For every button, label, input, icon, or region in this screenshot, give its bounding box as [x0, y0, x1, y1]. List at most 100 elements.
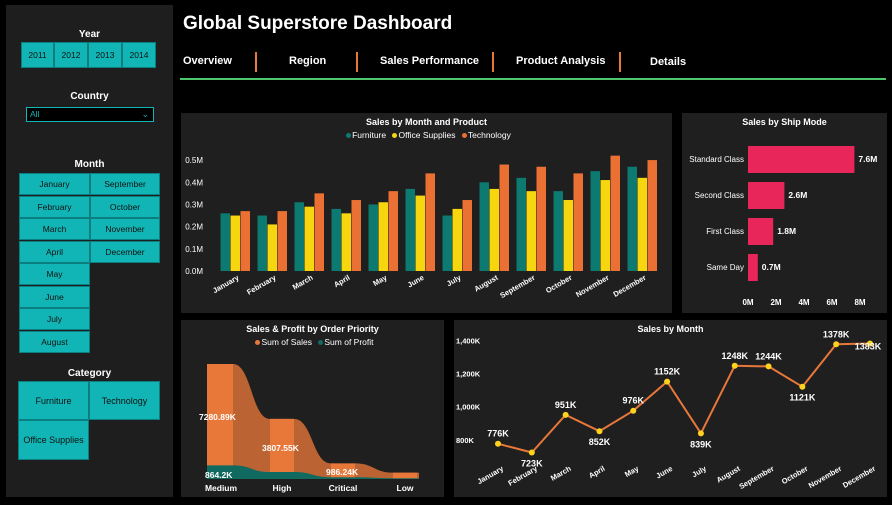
month-button-april[interactable]: April [19, 240, 90, 263]
data-label: 3807.55K [262, 443, 300, 453]
tab-overview[interactable]: Overview [183, 55, 232, 67]
x-tick-label: 6M [826, 298, 837, 307]
bar-technology-august[interactable] [499, 164, 510, 271]
month-button-january[interactable]: January [19, 173, 90, 195]
y-tick-label: 0.4M [185, 178, 203, 187]
year-button-2012[interactable]: 2012 [54, 42, 88, 68]
country-dropdown[interactable]: All ⌄ [26, 107, 154, 122]
bar-technology-july[interactable] [462, 200, 473, 271]
bar-furniture-january[interactable] [220, 213, 231, 271]
tab-product-analysis[interactable]: Product Analysis [516, 55, 606, 67]
sales-by-month-product-panel: Sales by Month and Product Furniture Off… [181, 113, 672, 313]
month-button-july[interactable]: July [19, 308, 90, 330]
profit-ribbon-area[interactable] [207, 465, 419, 479]
bar-office-supplies-may[interactable] [378, 202, 389, 271]
point-august[interactable] [731, 362, 738, 369]
year-button-2014[interactable]: 2014 [122, 42, 156, 68]
bar-furniture-november[interactable] [590, 171, 601, 271]
point-january[interactable] [495, 440, 501, 447]
y-tick-label: 0.1M [185, 245, 203, 254]
bar-office-supplies-november[interactable] [600, 180, 611, 271]
bar-office-supplies-march[interactable] [304, 206, 315, 271]
bar-technology-december[interactable] [647, 160, 658, 271]
point-june[interactable] [664, 378, 671, 385]
month-button-august[interactable]: August [19, 330, 90, 353]
bar-furniture-february[interactable] [257, 215, 268, 271]
bar-technology-june[interactable] [425, 173, 436, 271]
point-october[interactable] [799, 383, 806, 390]
category-button-technology[interactable]: Technology [89, 381, 160, 420]
y-tick-label: 0.5M [185, 156, 203, 165]
month-button-may[interactable]: May [19, 263, 90, 285]
bar-standard-class[interactable] [748, 146, 855, 173]
sales-bar-medium[interactable] [207, 364, 233, 479]
bar-furniture-december[interactable] [627, 166, 638, 271]
bar-furniture-october[interactable] [553, 191, 564, 271]
y-tick-label: First Class [706, 227, 744, 236]
tab-separator [619, 52, 621, 72]
bar-office-supplies-july[interactable] [452, 208, 463, 271]
month-button-november[interactable]: November [90, 218, 160, 240]
bar-furniture-july[interactable] [442, 215, 453, 271]
tab-details[interactable]: Details [650, 56, 687, 68]
bar-technology-march[interactable] [314, 193, 325, 271]
bar-furniture-april[interactable] [331, 208, 342, 271]
bar-office-supplies-august[interactable] [489, 188, 500, 271]
tab-region[interactable]: Region [289, 55, 327, 67]
bar-second-class[interactable] [748, 182, 785, 209]
sales-bar-low[interactable] [393, 472, 417, 479]
month-button-september[interactable]: September [90, 173, 160, 195]
point-april[interactable] [596, 428, 603, 435]
bar-same-day[interactable] [748, 254, 758, 281]
category-button-furniture[interactable]: Furniture [18, 381, 89, 420]
bar-technology-april[interactable] [351, 200, 362, 271]
bar-technology-september[interactable] [536, 166, 547, 271]
bar-office-supplies-september[interactable] [526, 191, 537, 271]
sales-ribbon-area[interactable] [207, 364, 419, 479]
bar-furniture-august[interactable] [479, 182, 490, 271]
bar-first-class[interactable] [748, 218, 774, 245]
data-label: 1383K [855, 341, 882, 351]
bar-furniture-september[interactable] [516, 177, 527, 271]
data-label: 986.24K [326, 467, 359, 477]
point-september[interactable] [765, 363, 772, 370]
month-button-february[interactable]: February [19, 195, 90, 218]
month-button-march[interactable]: March [19, 218, 90, 240]
bar-technology-november[interactable] [610, 155, 621, 271]
bar-office-supplies-april[interactable] [341, 213, 352, 271]
bar-office-supplies-october[interactable] [563, 200, 574, 271]
bar-furniture-may[interactable] [368, 204, 379, 271]
tab-sales-performance[interactable]: Sales Performance [380, 55, 480, 67]
legend-furniture: Furniture [352, 130, 387, 140]
y-tick-label: 800K [456, 436, 475, 445]
bar-technology-may[interactable] [388, 191, 399, 271]
y-tick-label: 1,000K [456, 403, 481, 412]
sales-bar-critical[interactable] [331, 463, 355, 479]
bar-furniture-june[interactable] [405, 188, 416, 271]
point-december[interactable] [867, 340, 873, 347]
bar-furniture-march[interactable] [294, 202, 305, 271]
bar-office-supplies-january[interactable] [230, 215, 241, 271]
bar-office-supplies-june[interactable] [415, 195, 426, 271]
point-may[interactable] [630, 407, 637, 414]
month-button-october[interactable]: October [90, 195, 160, 218]
year-button-2011[interactable]: 2011 [21, 42, 54, 68]
x-tick-label: August [473, 273, 500, 294]
sales-bar-high[interactable] [270, 418, 294, 479]
y-tick-label: 0.0M [185, 267, 203, 276]
point-november[interactable] [833, 341, 840, 348]
category-button-office-supplies[interactable]: Office Supplies [18, 420, 89, 460]
bar-office-supplies-february[interactable] [267, 224, 278, 271]
bar-technology-january[interactable] [240, 211, 251, 271]
year-button-2013[interactable]: 2013 [88, 42, 122, 68]
point-july[interactable] [697, 430, 704, 437]
month-button-june[interactable]: June [19, 285, 90, 308]
bar-technology-october[interactable] [573, 173, 584, 271]
point-march[interactable] [562, 411, 569, 418]
month-filter-title: Month [74, 159, 105, 170]
bar-technology-february[interactable] [277, 211, 288, 271]
data-label: 864.2K [205, 470, 233, 480]
point-february[interactable] [528, 449, 535, 456]
month-button-december[interactable]: December [90, 240, 160, 263]
bar-office-supplies-december[interactable] [637, 177, 648, 271]
